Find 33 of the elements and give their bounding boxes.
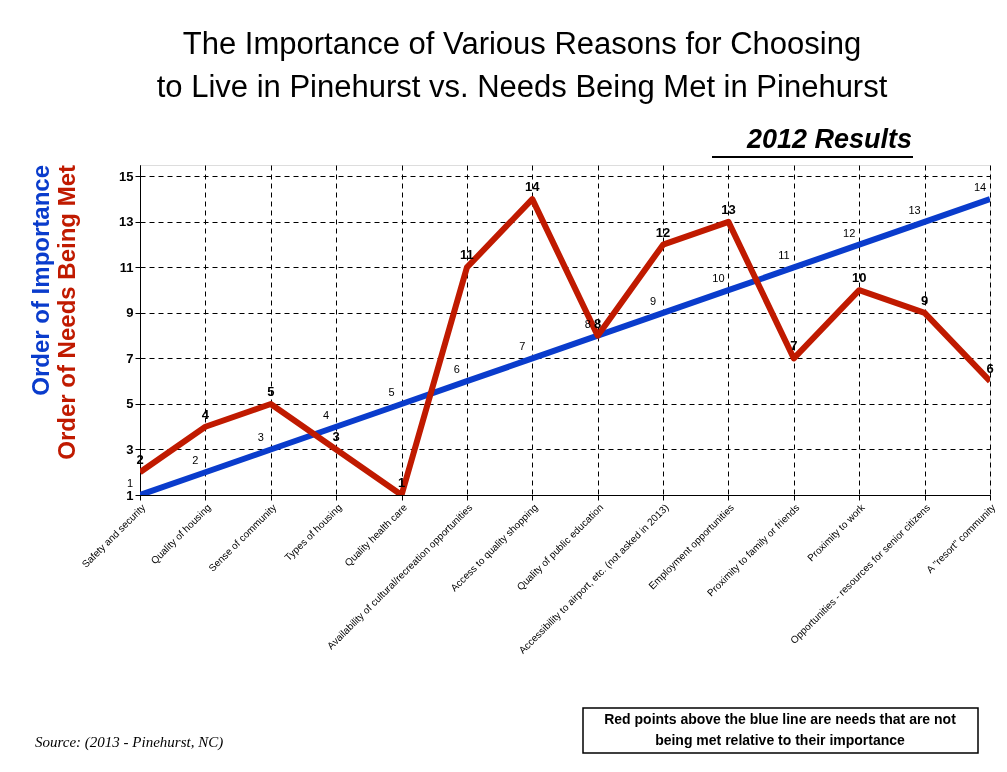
text: Order of Importance <box>27 165 54 396</box>
text: Red points above the blue line are needs that are not being met relative to their importance <box>604 711 957 748</box>
source-note: Source: (2013 - Pinehurst, NC) <box>35 734 224 751</box>
data-label: 5 <box>388 385 395 398</box>
data-label: 12 <box>843 226 856 239</box>
data-label: 4 <box>323 408 330 421</box>
data-label: 7 <box>790 338 798 354</box>
y-tick-label: 1 <box>126 487 134 503</box>
data-label: 14 <box>525 179 541 195</box>
chart-subtitle: 2012 Results <box>745 124 912 154</box>
data-label: 10 <box>852 270 867 286</box>
y-tick-label: 11 <box>119 259 134 275</box>
y-tick-label: 5 <box>126 396 134 412</box>
data-label: 7 <box>519 340 526 353</box>
y-tick-label: 15 <box>119 168 134 184</box>
y-tick-label: 3 <box>126 441 134 457</box>
data-label: 13 <box>908 203 921 216</box>
data-label: 14 <box>973 181 987 194</box>
data-label: 11 <box>460 247 474 263</box>
data-label: 13 <box>721 201 736 217</box>
data-label: 3 <box>257 431 264 444</box>
data-label: 2 <box>192 454 199 467</box>
data-label: 10 <box>712 272 725 285</box>
y-tick-label: 13 <box>119 214 134 230</box>
data-label: 6 <box>453 363 460 376</box>
text: to Live in Pinehurst vs. Needs Being Met in Pinehurst <box>156 69 888 104</box>
data-label: 11 <box>778 249 790 262</box>
y-tick-label: 7 <box>126 350 134 366</box>
data-label: 12 <box>655 224 671 240</box>
text: The Importance of Various Reasons for Choosing <box>182 26 862 61</box>
text: Order of Needs Being Met <box>53 165 80 460</box>
y-tick-label: 9 <box>126 305 134 321</box>
data-label: 9 <box>650 294 657 307</box>
